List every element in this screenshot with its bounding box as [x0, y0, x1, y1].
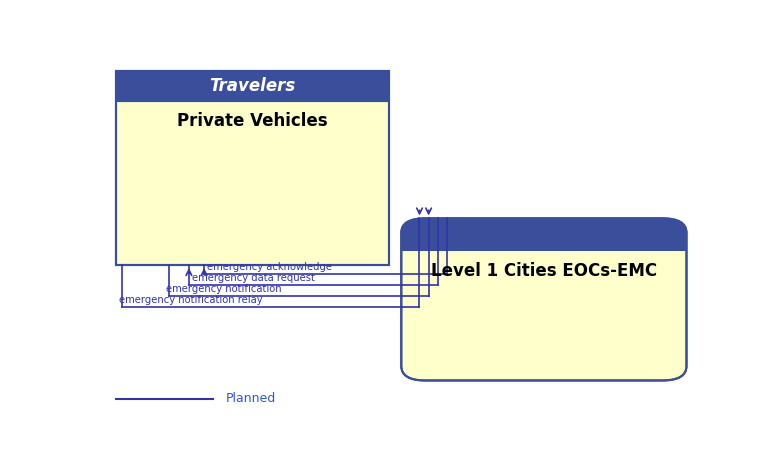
Text: Private Vehicles: Private Vehicles [177, 112, 328, 130]
Text: Travelers: Travelers [210, 77, 296, 95]
FancyBboxPatch shape [116, 71, 389, 101]
Text: Planned: Planned [226, 392, 276, 405]
Text: emergency data request: emergency data request [192, 273, 315, 283]
Text: emergency notification: emergency notification [167, 284, 282, 294]
FancyBboxPatch shape [402, 218, 687, 380]
FancyBboxPatch shape [402, 218, 687, 251]
Text: emergency notification relay: emergency notification relay [119, 295, 263, 305]
FancyBboxPatch shape [116, 101, 389, 265]
FancyBboxPatch shape [402, 231, 687, 251]
Text: Level 1 Cities EOCs-EMC: Level 1 Cities EOCs-EMC [431, 262, 657, 279]
Text: emergency acknowledge: emergency acknowledge [207, 263, 332, 272]
